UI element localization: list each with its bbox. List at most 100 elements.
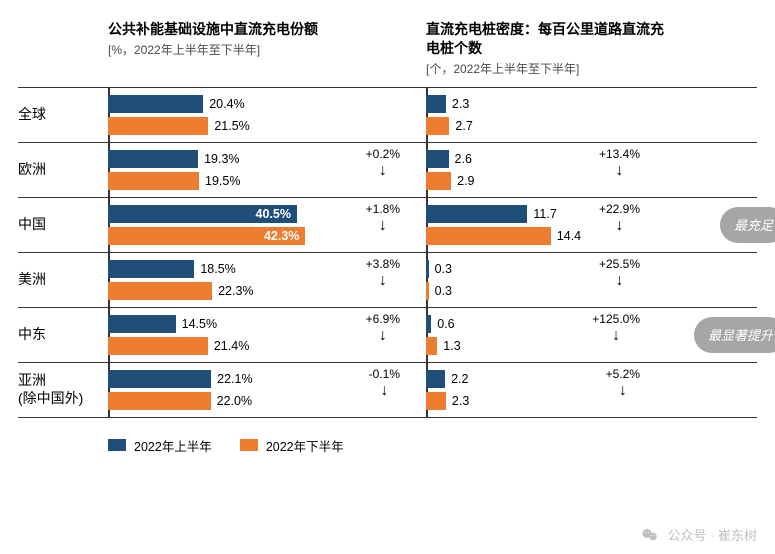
bar-label: 2.3 <box>452 97 469 111</box>
bar-column: 20.4%21.5% <box>108 94 426 136</box>
delta-value: +13.4% <box>599 147 640 161</box>
legend-swatch-h1 <box>108 439 126 451</box>
arrow-down-icon: ↓ <box>379 273 387 289</box>
row-label: 亚洲(除中国外) <box>18 372 108 407</box>
arrow-down-icon: ↓ <box>379 328 387 344</box>
arrow-down-icon: ↓ <box>612 328 620 344</box>
bar-h2 <box>426 392 446 410</box>
arrow-down-icon: ↓ <box>615 163 623 179</box>
delta-value: +3.8% <box>366 257 400 271</box>
bar-h2 <box>108 337 208 355</box>
bar-column: 2.62.9+13.4%↓ <box>426 149 666 191</box>
bar-column: 40.5% 42.3% +1.8% ↓ <box>108 204 426 246</box>
bar-label: 0.3 <box>435 262 452 276</box>
bar-h2 <box>426 337 437 355</box>
legend: 2022年上半年 2022年下半年 <box>108 436 757 455</box>
footer: 公众号 · 崔东树 <box>641 525 757 544</box>
bar-column: 19.3%19.5%+0.2%↓ <box>108 149 426 191</box>
delta-value: +22.9% <box>599 202 640 216</box>
bar-column: 2.2 2.3 +5.2%↓ <box>426 369 666 411</box>
bar-label: 2.9 <box>457 174 474 188</box>
bar-label: 21.4% <box>214 339 249 353</box>
bar-h1 <box>108 315 176 333</box>
row-label: 中东 <box>18 326 108 344</box>
bar-label: 42.3% <box>264 227 299 245</box>
delta-indicator: -0.1%↓ <box>369 367 400 399</box>
bar-h1 <box>108 260 194 278</box>
header-left-sub: [%，2022年上半年至下半年] <box>108 41 426 58</box>
delta-indicator: +125.0% ↓ <box>592 312 640 344</box>
bar-label: 14.4 <box>557 229 581 243</box>
delta-value: +1.8% <box>366 202 400 216</box>
header-right-title: 直流充电桩密度：每百公里道路直流充电桩个数 <box>426 20 666 58</box>
legend-label-h1: 2022年上半年 <box>134 436 212 455</box>
bar-label: 2.7 <box>455 119 472 133</box>
row-label: 欧洲 <box>18 161 108 179</box>
bar-column: 0.6 1.3 +125.0% ↓ <box>426 314 666 356</box>
bar-label: 0.6 <box>437 317 454 331</box>
delta-indicator: +6.9% ↓ <box>366 312 400 344</box>
bar-label: 11.7 <box>533 207 556 221</box>
chart-row: 美洲 18.5% 22.3% +3.8% ↓ 0.3 0.3 +25.5% ↓ <box>18 252 757 307</box>
bar-h1 <box>108 95 203 113</box>
bar-label: 18.5% <box>200 262 235 276</box>
delta-indicator: +22.9% ↓ <box>599 202 640 234</box>
row-label: 全球 <box>18 106 108 124</box>
delta-indicator: +0.2% ↓ <box>366 147 400 179</box>
bar-label: 2.2 <box>451 372 468 386</box>
wechat-icon <box>641 526 659 544</box>
bar-h2 <box>108 392 211 410</box>
delta-value: +6.9% <box>366 312 400 326</box>
bar-label: 22.1% <box>217 372 252 386</box>
bar-label: 22.3% <box>218 284 253 298</box>
bar-h1 <box>426 370 445 388</box>
delta-indicator: +13.4% ↓ <box>599 147 640 179</box>
arrow-down-icon: ↓ <box>615 218 623 234</box>
bar-h2 <box>426 282 429 300</box>
bar-h2: 42.3% <box>108 227 305 245</box>
delta-indicator: +5.2%↓ <box>606 367 640 399</box>
bar-h1 <box>426 95 446 113</box>
header-right-sub: [个，2022年上半年至下半年] <box>426 60 666 77</box>
bar-label: 2.3 <box>452 394 469 408</box>
bar-h1 <box>426 205 527 223</box>
bar-h1: 40.5% <box>108 205 297 223</box>
delta-value: -0.1% <box>369 367 400 381</box>
bar-label: 1.3 <box>443 339 460 353</box>
arrow-down-icon: ↓ <box>379 163 387 179</box>
bar-h2 <box>426 172 451 190</box>
bar-label: 19.3% <box>204 152 239 166</box>
chart-rows: 全球20.4%21.5%2.32.7欧洲19.3%19.5%+0.2%↓2.62… <box>18 87 757 418</box>
bar-label: 21.5% <box>214 119 249 133</box>
chart-row: 欧洲19.3%19.5%+0.2%↓2.62.9+13.4%↓ <box>18 142 757 197</box>
chart-row: 中国40.5%42.3%+1.8%↓11.714.4+22.9%↓最充足 <box>18 197 757 252</box>
bar-column: 2.3 2.7 <box>426 94 666 136</box>
delta-indicator: +25.5% ↓ <box>599 257 640 289</box>
callout-badge: 最充足 <box>720 207 775 243</box>
bar-column: 11.714.4 +22.9% ↓ <box>426 204 666 246</box>
bar-label: 14.5% <box>182 317 217 331</box>
legend-item-h2: 2022年下半年 <box>240 436 344 455</box>
header-left: 公共补能基础设施中直流充电份额 [%，2022年上半年至下半年] <box>108 20 426 77</box>
header-right: 直流充电桩密度：每百公里道路直流充电桩个数 [个，2022年上半年至下半年] <box>426 20 666 77</box>
legend-label-h2: 2022年下半年 <box>266 436 344 455</box>
bar-column: 22.1% 22.0% -0.1%↓ <box>108 369 426 411</box>
delta-indicator: +1.8% ↓ <box>366 202 400 234</box>
bar-h1 <box>426 260 429 278</box>
bar-label: 22.0% <box>217 394 252 408</box>
delta-value: +25.5% <box>599 257 640 271</box>
arrow-down-icon: ↓ <box>615 273 623 289</box>
chart-row: 亚洲(除中国外)22.1%22.0%-0.1%↓2.22.3+5.2%↓ <box>18 362 757 418</box>
bar-label: 0.3 <box>435 284 452 298</box>
chart-row: 全球20.4%21.5% 2.3 2.7 <box>18 87 757 142</box>
bar-h2 <box>108 172 199 190</box>
delta-indicator: +3.8% ↓ <box>366 257 400 289</box>
row-label: 美洲 <box>18 271 108 289</box>
delta-value: +125.0% <box>592 312 640 326</box>
bar-h1 <box>426 315 431 333</box>
bar-h2 <box>426 117 449 135</box>
delta-value: +0.2% <box>366 147 400 161</box>
arrow-down-icon: ↓ <box>379 218 387 234</box>
legend-item-h1: 2022年上半年 <box>108 436 212 455</box>
arrow-down-icon: ↓ <box>619 383 627 399</box>
